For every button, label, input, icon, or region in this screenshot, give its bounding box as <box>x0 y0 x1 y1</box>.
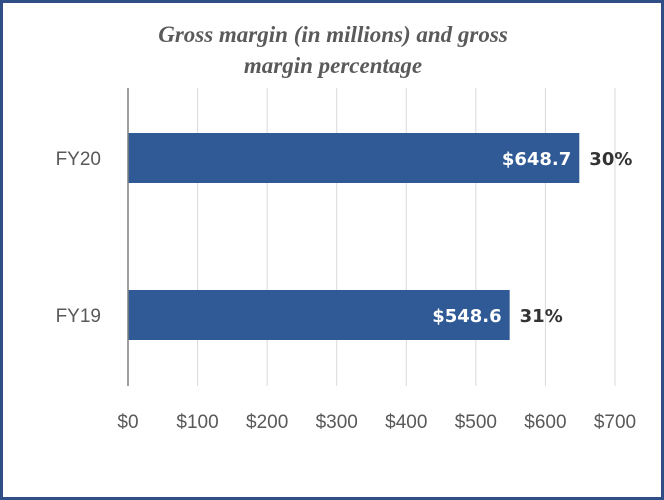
bar-chart: $648.7 30% FY20 $548.6 31% FY19 $0 $100 $200 $300… <box>56 88 636 433</box>
x-tick-label-7: $700 <box>594 412 636 433</box>
value-label-fy20: $648.7 <box>502 149 571 170</box>
x-tick-label-2: $200 <box>246 412 288 433</box>
x-tick-label-3: $300 <box>316 412 358 433</box>
x-tick-label-0: $0 <box>117 412 138 433</box>
x-tick-label-1: $100 <box>176 412 218 433</box>
chart-title: Gross margin (in millions) and gross mar… <box>63 19 603 81</box>
bar-fy19 <box>128 290 510 340</box>
percent-label-fy20: 30% <box>589 149 632 170</box>
x-tick-label-6: $600 <box>524 412 566 433</box>
percent-label-fy19: 31% <box>520 306 563 327</box>
bar-fy20 <box>128 133 580 183</box>
chart-title-line-2: margin percentage <box>243 53 423 78</box>
category-label-fy20: FY20 <box>56 149 101 170</box>
x-tick-label-5: $500 <box>455 412 497 433</box>
category-label-fy19: FY19 <box>56 306 101 327</box>
x-tick-label-4: $400 <box>385 412 427 433</box>
chart-title-line-1: Gross margin (in millions) and gross <box>158 22 508 47</box>
value-label-fy19: $548.6 <box>432 306 501 327</box>
